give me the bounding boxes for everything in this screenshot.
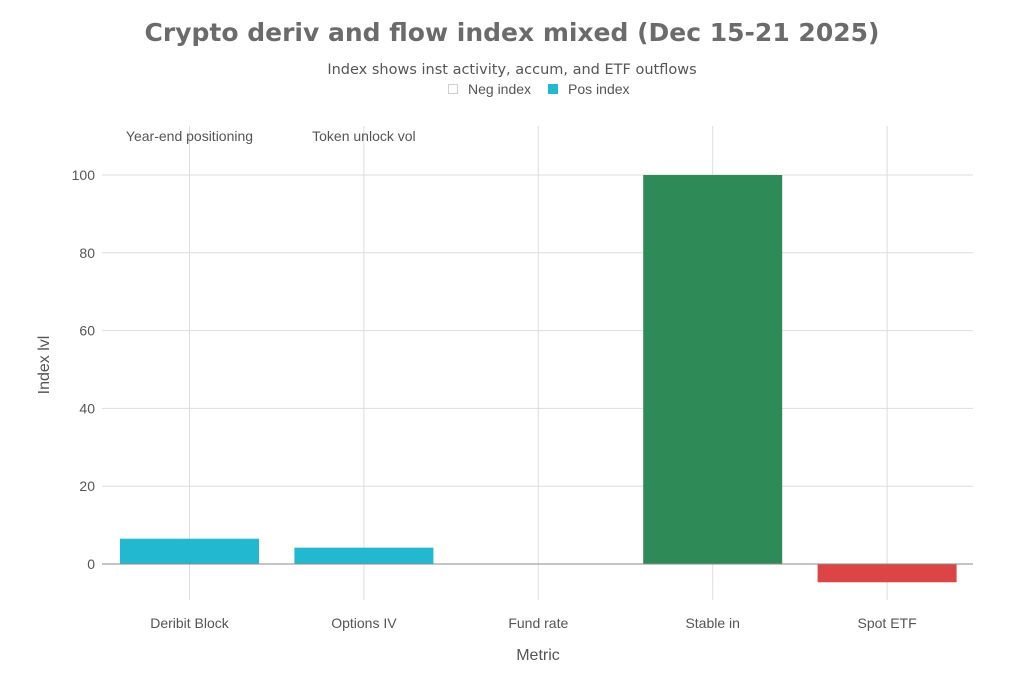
annotations: Year-end positioning Token unlock vol: [126, 128, 416, 144]
bar-spot-etf[interactable]: [817, 564, 957, 583]
y-tick-label: 80: [79, 245, 95, 261]
legend-label-pos: Pos index: [568, 81, 630, 97]
bar-stable-in[interactable]: [643, 175, 783, 564]
chart-title: Crypto deriv and flow index mixed (Dec 1…: [144, 18, 880, 47]
x-tick-label: Stable in: [685, 615, 739, 631]
y-axis-label: Index lvl: [36, 336, 53, 395]
bars: [102, 175, 973, 583]
y-tick-label: 60: [79, 323, 95, 339]
y-tick-label: 0: [87, 556, 95, 572]
legend-swatch-neg: [448, 84, 458, 94]
x-tick-labels: Deribit Block Options IV Fund rate Stable i…: [150, 615, 916, 631]
x-tick-label: Fund rate: [508, 615, 568, 631]
legend-item-neg[interactable]: Neg index: [448, 81, 531, 97]
legend-item-pos[interactable]: Pos index: [548, 81, 630, 97]
legend-label-neg: Neg index: [468, 81, 532, 97]
x-tick-label: Options IV: [331, 615, 397, 631]
y-tick-labels: 0 20 40 60 80 100: [72, 167, 96, 572]
bar-options-iv[interactable]: [294, 547, 434, 564]
grid-lines: [102, 126, 973, 600]
legend-swatch-pos: [548, 84, 559, 94]
annotation: Year-end positioning: [126, 128, 253, 144]
x-axis-label: Metric: [516, 647, 560, 664]
x-tick-label: Deribit Block: [150, 615, 230, 631]
bar-deribit-block[interactable]: [120, 538, 259, 564]
y-tick-label: 20: [79, 478, 95, 494]
annotation: Token unlock vol: [312, 128, 416, 144]
y-tick-label: 100: [72, 167, 96, 183]
legend: Neg index Pos index: [448, 80, 647, 98]
chart-subtitle: Index shows inst activity, accum, and ET…: [327, 62, 697, 78]
x-tick-label: Spot ETF: [858, 615, 917, 631]
y-tick-label: 40: [79, 400, 95, 416]
